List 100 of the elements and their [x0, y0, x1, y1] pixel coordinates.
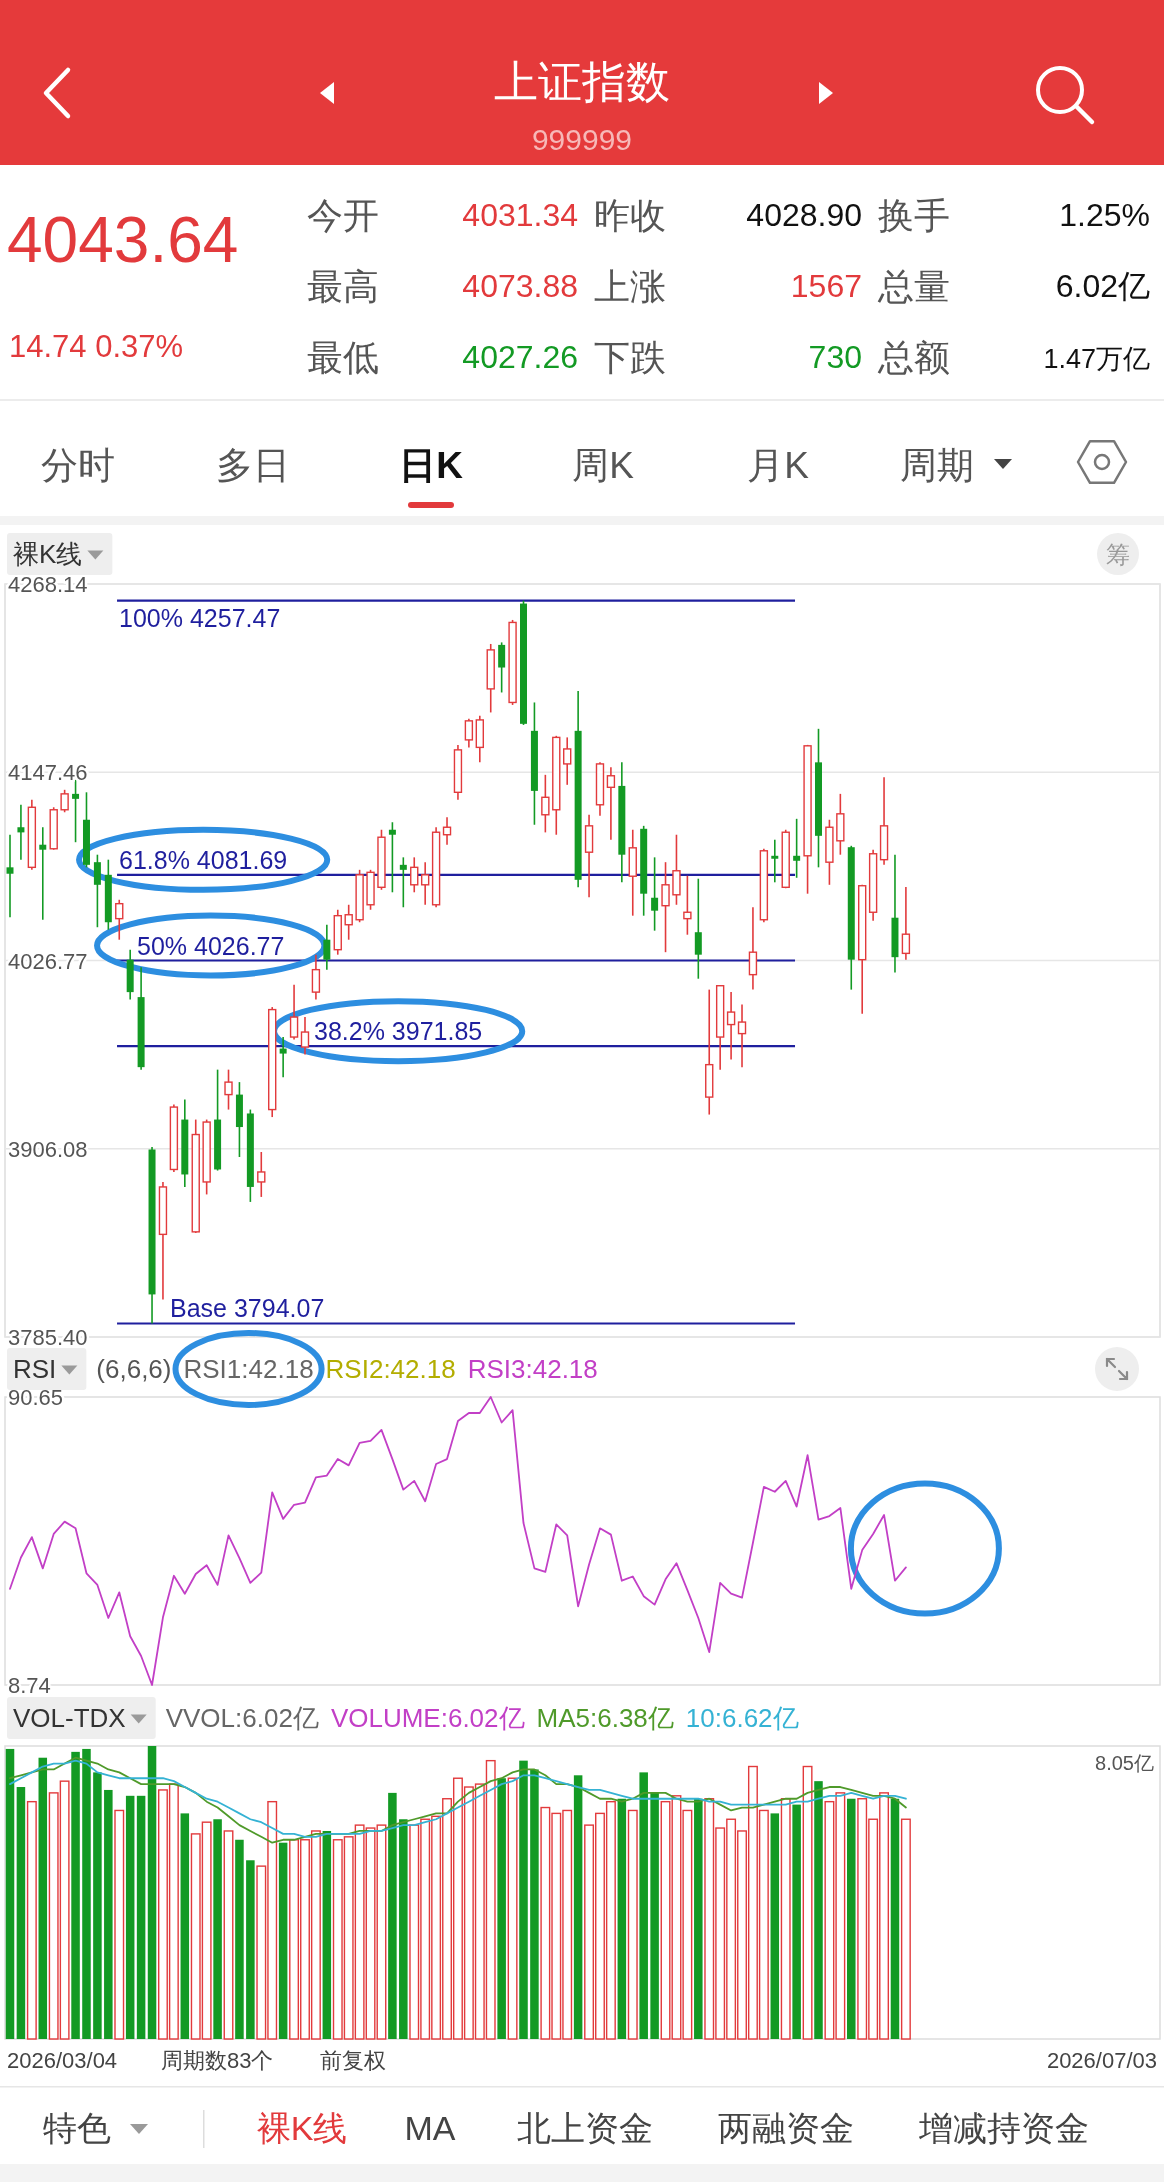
bar	[26, 1800, 37, 2040]
ref-line-label: 38.2% 3971.85	[314, 1017, 483, 1046]
candlestick	[224, 1068, 233, 1111]
series-label: MA5:6.38亿	[536, 1703, 674, 1733]
bar	[93, 1772, 102, 2039]
bar	[507, 1777, 518, 2040]
text: 上证指数	[494, 57, 670, 106]
candlestick	[498, 641, 506, 694]
candlestick	[694, 877, 702, 980]
bar	[792, 1804, 801, 2039]
bar	[399, 1819, 408, 2039]
bar	[213, 1819, 222, 2039]
candlestick	[541, 774, 550, 834]
bar	[802, 1765, 813, 2040]
text: 总额	[877, 337, 950, 378]
text: RSI2:42.18	[325, 1354, 456, 1384]
text: 裸K线	[256, 2109, 348, 2147]
bar	[497, 1778, 506, 2039]
candlestick	[388, 821, 396, 894]
bar	[5, 1748, 15, 2039]
text: 1.25%	[1059, 197, 1150, 233]
text: 前复权	[320, 2048, 386, 2073]
bar	[322, 1830, 332, 2039]
bar	[125, 1795, 135, 2039]
bar	[71, 1751, 80, 2039]
text: 下跌	[594, 337, 666, 378]
candlestick	[17, 803, 25, 861]
candlestick	[344, 903, 353, 941]
bar	[639, 1772, 648, 2039]
ref-line-label: 50% 4026.77	[137, 931, 285, 960]
candlestick	[901, 886, 911, 961]
candlestick	[289, 983, 299, 1041]
bar	[82, 1748, 91, 2039]
text: 特色	[43, 2109, 111, 2147]
ref-line-label: 61.8% 4081.69	[119, 845, 288, 874]
bar	[388, 1792, 397, 2039]
bar	[847, 1798, 856, 2039]
y-tick-label: 4026.77	[8, 948, 88, 974]
candlestick	[39, 826, 47, 921]
y-tick-label: 4268.14	[8, 572, 88, 597]
candlestick	[726, 991, 736, 1061]
candlestick	[737, 1003, 747, 1068]
chart-title: 裸K线	[13, 539, 83, 569]
text: 14.74 0.37%	[9, 329, 184, 364]
text: 多日	[216, 445, 290, 486]
candlestick	[300, 1016, 310, 1056]
bar	[627, 1809, 638, 2040]
ref-line-label: Base 3794.07	[170, 1294, 325, 1323]
y-tick-label: 90.65	[8, 1385, 64, 1410]
bar	[235, 1839, 244, 2039]
candlestick	[793, 818, 801, 879]
text: 10:6.62亿	[685, 1703, 799, 1733]
bar	[890, 1798, 900, 2039]
text: 2026/03/04	[7, 2048, 118, 2073]
bar	[814, 1781, 823, 2039]
text: 周期	[900, 445, 974, 486]
bar	[38, 1757, 48, 2039]
candlestick	[60, 789, 69, 814]
text: 总量	[877, 266, 950, 307]
y-tick-label: 4147.46	[8, 760, 88, 786]
chart-title: VOL-TDX	[13, 1703, 126, 1733]
candlestick	[115, 898, 124, 941]
candlestick	[606, 766, 616, 841]
ref-line-label: 100% 4257.47	[119, 603, 281, 632]
bar	[136, 1795, 146, 2039]
text: 4031.34	[462, 197, 578, 233]
text: 4073.88	[462, 268, 578, 304]
bar	[660, 1800, 671, 2040]
candlestick	[410, 856, 419, 894]
bar	[147, 1746, 157, 2039]
text: 6.02亿	[1055, 268, 1150, 304]
bar	[16, 1787, 26, 2039]
candlestick	[651, 856, 659, 932]
text: 分时	[41, 445, 115, 486]
bar	[573, 1775, 583, 2039]
bar	[223, 1830, 234, 2040]
text: 昨收	[594, 195, 666, 236]
text: VOLUME:6.02亿	[330, 1703, 525, 1733]
y-tick-label: 3906.08	[8, 1136, 88, 1162]
bar	[180, 1813, 190, 2039]
text: 最低	[307, 337, 379, 378]
bar	[617, 1798, 627, 2039]
bar	[530, 1769, 539, 2039]
text: 4043.64	[7, 204, 239, 276]
bar	[278, 1842, 288, 2039]
bar	[104, 1789, 113, 2039]
text: 换手	[878, 195, 950, 236]
candlestick	[464, 718, 474, 749]
y-tick-label: 3785.40	[8, 1325, 88, 1350]
text: 日K	[399, 445, 464, 486]
candlestick	[563, 736, 572, 786]
text: 1567	[790, 268, 862, 304]
candlestick	[683, 874, 692, 936]
text: 两融资金	[718, 2109, 854, 2147]
text: MA	[404, 2109, 456, 2147]
candlestick	[771, 838, 779, 884]
bar	[900, 1818, 911, 2040]
bar	[780, 1798, 791, 2040]
candlestick	[311, 953, 321, 1001]
candlestick	[93, 853, 101, 929]
